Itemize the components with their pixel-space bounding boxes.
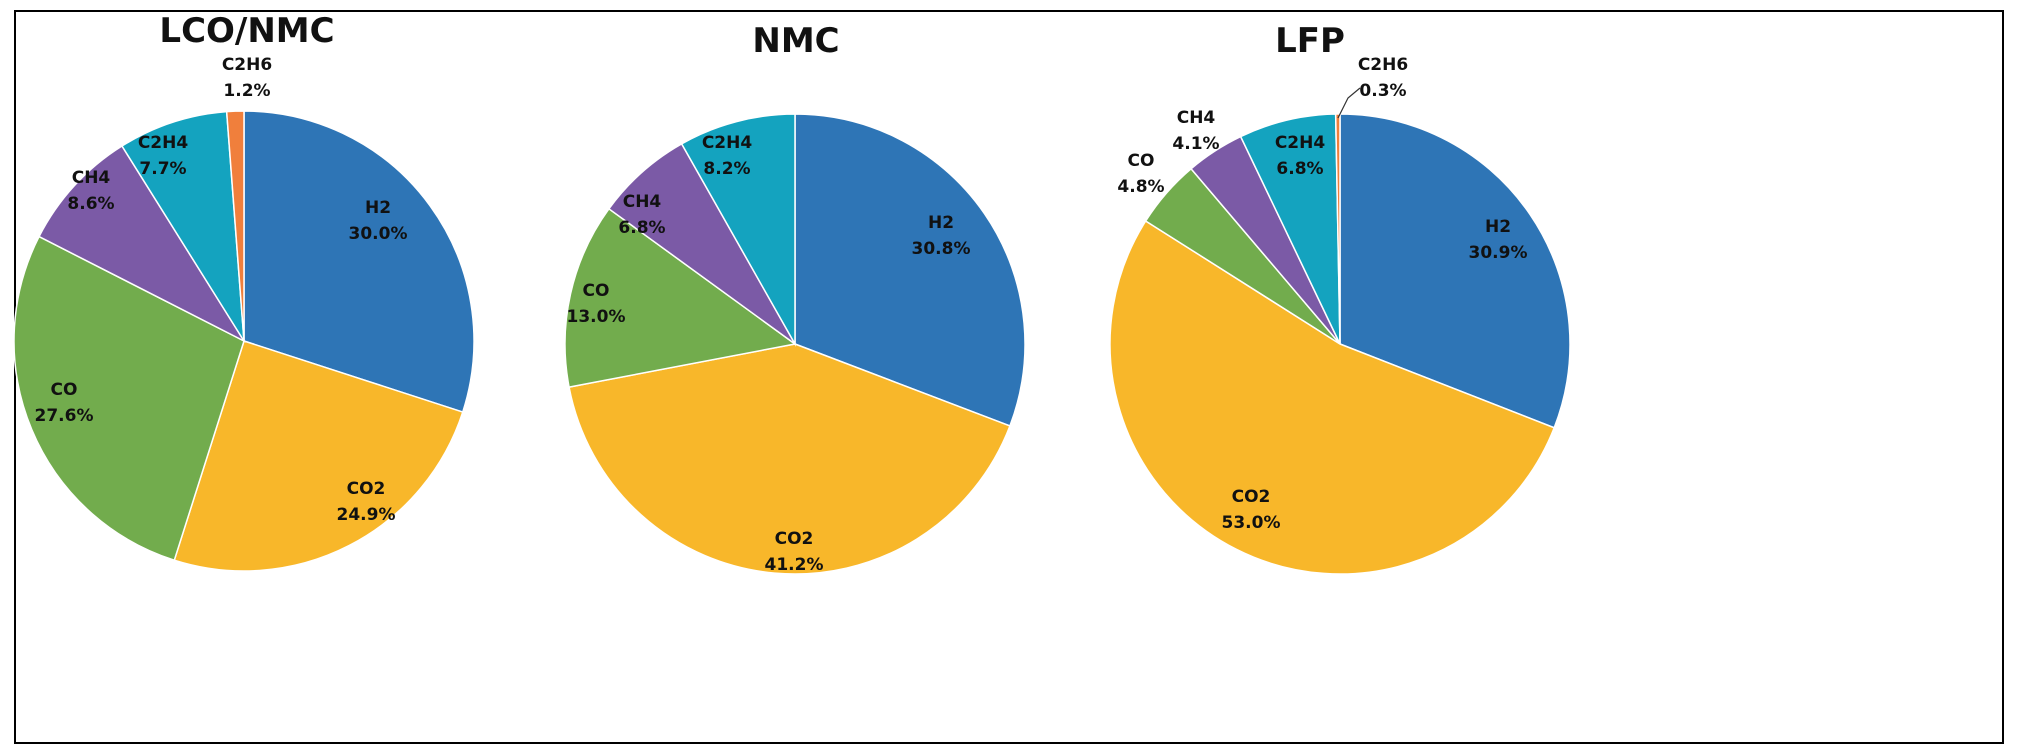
pie-2	[564, 113, 1026, 575]
slice-label-c2h4: C2H4 6.8%	[1275, 133, 1326, 179]
pie-slice-c2h6	[225, 110, 245, 342]
slice-label-c2h6: C2H6 0.3%	[1358, 55, 1408, 101]
pie-slice-ch4	[38, 145, 247, 343]
slice-label-c2h6: C2H6 1.2%	[222, 55, 272, 101]
slice-label-c2h4: C2H4 7.7%	[138, 133, 189, 179]
pie-slice-co2	[568, 343, 1011, 575]
pie-slice-h2	[794, 113, 1026, 427]
slice-label-h2: H2 30.0%	[349, 198, 408, 244]
chart-title-2: NMC	[752, 21, 839, 61]
slice-label-ch4: CH4 6.8%	[618, 192, 665, 238]
pie-slice-c2h4	[680, 113, 796, 347]
leader-line	[1337, 87, 1361, 119]
pie-slice-co2	[1109, 219, 1556, 575]
slice-label-h2: H2 30.8%	[912, 213, 971, 259]
slice-label-co2: CO2 53.0%	[1222, 487, 1281, 533]
pie-slice-h2	[243, 110, 475, 414]
slice-label-co2: CO2 24.9%	[337, 479, 396, 525]
pie-slice-co	[13, 235, 245, 562]
pie-slice-h2	[1339, 113, 1571, 429]
slice-label-co2: CO2 41.2%	[765, 529, 824, 575]
chart-title-1: LCO/NMC	[159, 11, 334, 51]
slice-label-co: CO 13.0%	[567, 281, 626, 327]
pie-3	[1109, 113, 1571, 575]
pie-1	[13, 110, 475, 572]
slice-label-ch4: CH4 8.6%	[67, 168, 114, 214]
pie-slice-c2h4	[120, 110, 245, 342]
pie-slice-co2	[173, 340, 464, 572]
slice-label-co: CO 27.6%	[35, 380, 94, 426]
slice-label-c2h4: C2H4 8.2%	[702, 133, 753, 179]
slice-label-co: CO 4.8%	[1117, 151, 1164, 197]
slice-label-h2: H2 30.9%	[1469, 217, 1528, 263]
pie-slice-co	[564, 207, 797, 388]
slice-label-ch4: CH4 4.1%	[1172, 108, 1219, 154]
chart-title-3: LFP	[1275, 21, 1345, 61]
